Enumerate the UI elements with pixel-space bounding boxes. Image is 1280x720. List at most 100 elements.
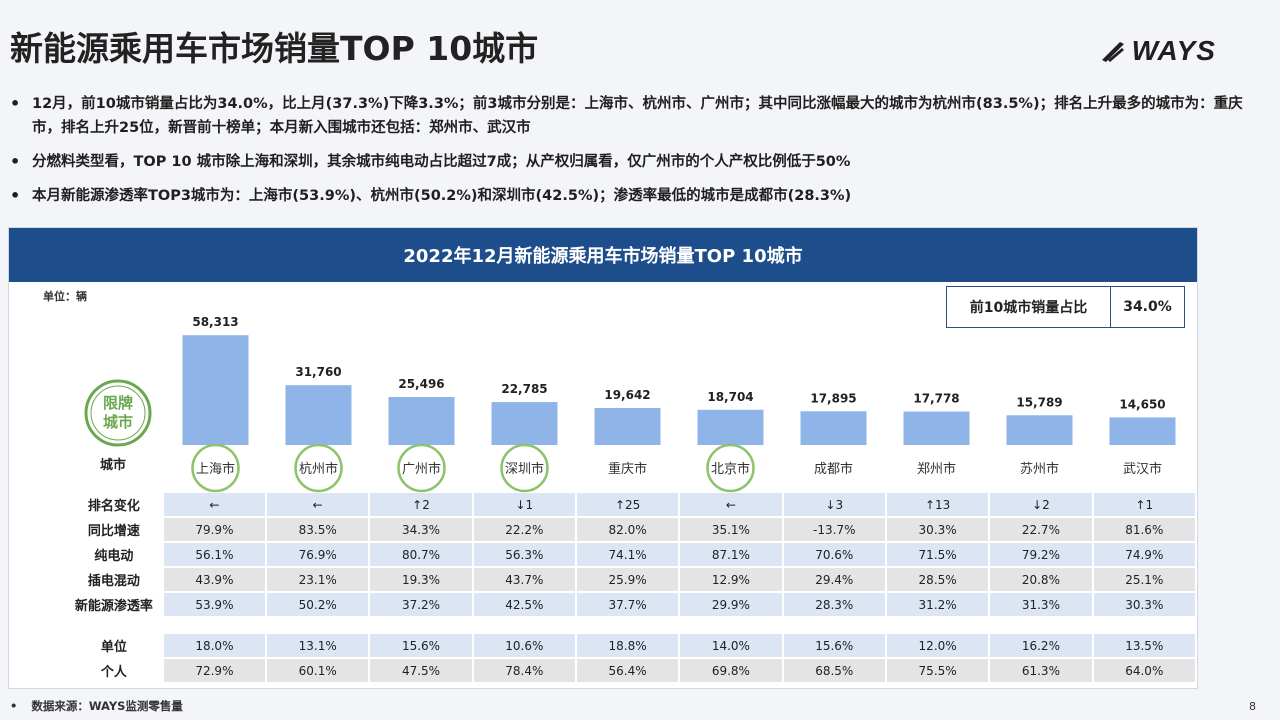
table-cell: 60.1% [267, 659, 369, 682]
table-row: 纯电动 56.1% 76.9% 80.7% 56.3% 74.1% 87.1% 70.6% 71… [66, 543, 1195, 566]
value-label: 58,313 [192, 315, 238, 329]
table-cell: 42.5% [473, 593, 575, 616]
table-cell: 19.3% [370, 568, 472, 591]
bar-chart: 58,313 上海市 31,760 杭州市 25,496 广州市 22,785 深圳市 19,6… [100, 315, 1176, 493]
table-cell: 35.1% [680, 518, 782, 541]
row-label: 新能源渗透率 [74, 599, 153, 614]
category-label: 上海市 [196, 461, 235, 477]
table-cell: 76.9% [267, 543, 369, 566]
value-label: 18,704 [707, 390, 753, 404]
value-label: 15,789 [1016, 395, 1062, 409]
category-label: 重庆市 [608, 461, 647, 477]
table-cell: 18.8% [576, 634, 679, 657]
table-row: 新能源渗透率 53.9% 50.2% 37.2% 42.5% 37.7% 29.9% 28.3… [66, 593, 1195, 616]
bullet-item: • 12月，前10城市销量占比为34.0%，比上月(37.3%)下降3.3%；前3… [10, 92, 1260, 140]
table-cell: 15.6% [783, 634, 885, 657]
table-cell: 50.2% [267, 593, 369, 616]
table-cell: ↓1 [473, 493, 575, 516]
table-row: 单位 18.0% 13.1% 15.6% 10.6% 18.8% 14.0% 15.6% 12.… [66, 634, 1195, 657]
limit-badge-text: 限牌 城市 [102, 394, 133, 431]
table-cell: 53.9% [163, 593, 266, 616]
bullet-item: • 分燃料类型看，TOP 10 城市除上海和深圳，其余城市纯电动占比超过7成；从产… [10, 150, 1260, 174]
table-cell: 22.7% [990, 518, 1092, 541]
table-cell: 43.7% [473, 568, 575, 591]
table-cell: 75.5% [886, 659, 989, 682]
table-cell: 13.1% [267, 634, 369, 657]
table-cell: ↑2 [370, 493, 472, 516]
category-label: 武汉市 [1123, 461, 1162, 477]
table-cell: 29.9% [680, 593, 782, 616]
table-row: 排名变化 ← ← ↑2 ↓1 ↑25 ← ↓3 ↑13 ↓2 ↑1 [66, 493, 1195, 516]
table-spacer [66, 618, 1195, 632]
table-row: 插电混动 43.9% 23.1% 19.3% 43.7% 25.9% 12.9% 29.4% 2… [66, 568, 1195, 591]
share-label: 前10城市销量占比 [947, 287, 1111, 327]
table-cell: 12.9% [680, 568, 782, 591]
table-cell: 74.9% [1093, 543, 1195, 566]
table-cell: 30.3% [886, 518, 989, 541]
table-cell: 28.5% [886, 568, 989, 591]
data-source: • 数据来源：WAYS监测零售量 [10, 699, 183, 713]
page-number: 8 [1249, 700, 1256, 713]
table-cell: 25.1% [1093, 568, 1195, 591]
table-cell: 13.5% [1093, 634, 1195, 657]
limit-badge-ring-icon [84, 379, 152, 447]
row-label: 纯电动 [94, 549, 134, 564]
category-label: 深圳市 [505, 461, 544, 477]
table-cell: 43.9% [163, 568, 266, 591]
limit-city-ring [706, 443, 755, 493]
table-cell: ← [680, 493, 782, 516]
share-value: 34.0% [1123, 299, 1172, 315]
category-label: 郑州市 [917, 461, 956, 477]
table-cell: 78.4% [473, 659, 575, 682]
table-cell: 56.1% [163, 543, 266, 566]
limit-city-ring [500, 443, 549, 493]
value-label: 25,496 [398, 377, 444, 391]
category-label: 苏州市 [1020, 461, 1059, 477]
category-label: 成都市 [814, 461, 853, 477]
table-cell: 20.8% [990, 568, 1092, 591]
value-label: 17,778 [913, 392, 959, 406]
metrics-table: 排名变化 ← ← ↑2 ↓1 ↑25 ← ↓3 ↑13 ↓2 ↑1 同比增速 79.9% 83.5% 34.… [64, 491, 1197, 684]
value-label: 31,760 [295, 365, 341, 379]
bar-武汉市 [1109, 417, 1176, 445]
table-cell: ↓2 [990, 493, 1092, 516]
table-row: 个人 72.9% 60.1% 47.5% 78.4% 56.4% 69.8% 68.5% 75.… [66, 659, 1195, 682]
summary-bullets: • 12月，前10城市销量占比为34.0%，比上月(37.3%)下降3.3%；前3… [10, 92, 1260, 218]
table-cell: ↑13 [886, 493, 989, 516]
table-cell: 47.5% [370, 659, 472, 682]
table-cell: 37.2% [370, 593, 472, 616]
limit-city-ring [191, 443, 240, 493]
value-label: 17,895 [810, 391, 856, 405]
table-cell: 10.6% [473, 634, 575, 657]
ways-logo-icon [1101, 42, 1124, 62]
table-cell: 34.3% [370, 518, 472, 541]
bullet-text: 本月新能源渗透率TOP3城市为：上海市(53.9%)、杭州市(50.2%)和深圳… [32, 188, 852, 204]
table-cell: 31.2% [886, 593, 989, 616]
table-cell: 56.3% [473, 543, 575, 566]
city-row-label: 城市 [100, 457, 126, 473]
table-cell: ↓3 [783, 493, 885, 516]
table-cell: 56.4% [576, 659, 679, 682]
row-label: 个人 [100, 665, 127, 680]
table-cell: 87.1% [680, 543, 782, 566]
bar-郑州市 [903, 411, 970, 445]
table-row: 同比增速 79.9% 83.5% 34.3% 22.2% 82.0% 35.1% -13.7%… [66, 518, 1195, 541]
table-cell: 79.2% [990, 543, 1092, 566]
chart-panel: 2022年12月新能源乘用车市场销量TOP 10城市 单位：辆 前10城市销量占… [8, 227, 1198, 689]
table-cell: ← [163, 493, 266, 516]
bar-广州市 [388, 396, 455, 445]
bullet-text: 分燃料类型看，TOP 10 城市除上海和深圳，其余城市纯电动占比超过7成；从产权… [32, 154, 851, 170]
table-cell: 16.2% [990, 634, 1092, 657]
page-title: 新能源乘用车市场销量TOP 10城市 [10, 29, 539, 68]
table-cell: 28.3% [783, 593, 885, 616]
table-cell: 22.2% [473, 518, 575, 541]
ways-logo: WAYS [1098, 34, 1216, 68]
table-cell: 74.1% [576, 543, 679, 566]
table-cell: 64.0% [1093, 659, 1195, 682]
category-label: 杭州市 [299, 461, 338, 477]
bar-深圳市 [491, 402, 558, 445]
table-cell: ← [267, 493, 369, 516]
table-cell: 82.0% [576, 518, 679, 541]
table-cell: ↑1 [1093, 493, 1195, 516]
table-cell: 83.5% [267, 518, 369, 541]
